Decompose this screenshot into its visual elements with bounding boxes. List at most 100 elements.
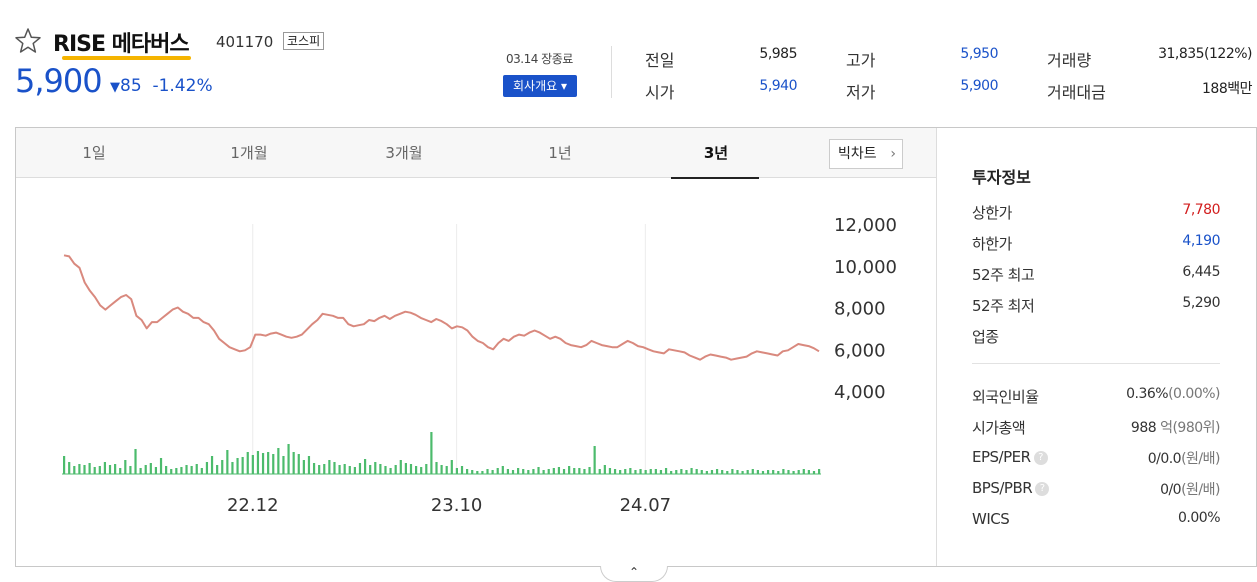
volume-bar	[680, 469, 683, 474]
volume-bar	[710, 470, 714, 474]
volume-bar	[445, 466, 448, 474]
volume-bar	[246, 452, 249, 474]
volume-bar	[511, 470, 515, 474]
volume-bar	[261, 453, 265, 474]
volume-bar	[256, 451, 260, 474]
volume-bar	[619, 470, 622, 474]
volume-bar	[629, 468, 632, 474]
wics-value: 0.00%	[1178, 510, 1220, 526]
volume-bar	[394, 465, 397, 474]
volume-bar	[639, 469, 642, 474]
bps-pbr-row: BPS/PBR? 0/0(원/배)	[972, 479, 1220, 501]
wics-label: WICS	[972, 510, 1010, 528]
volume-bar	[399, 460, 402, 474]
volume-bar	[124, 460, 127, 474]
help-icon[interactable]: ?	[1033, 450, 1048, 465]
volume-bar	[557, 467, 561, 474]
volume-bar	[425, 464, 428, 474]
volume-bar	[170, 469, 173, 474]
volume-bar	[812, 471, 816, 474]
volume-bar	[522, 469, 525, 474]
volume-bar	[435, 462, 438, 474]
eps-per-row: EPS/PER? 0/0.0(원/배)	[972, 448, 1220, 470]
volume-bar	[83, 465, 86, 474]
tab-3y[interactable]: 3년	[671, 128, 761, 179]
collapse-toggle[interactable]: ⌃	[600, 566, 668, 582]
low52-row: 52주 최저 5,290	[972, 295, 1220, 317]
help-icon[interactable]: ?	[1035, 481, 1050, 496]
volume-bar	[200, 468, 203, 474]
volume-bar	[272, 454, 275, 474]
bigchart-label: 빅차트	[838, 146, 877, 162]
market-cap-row: 시가총액 988 억(980위)	[972, 417, 1220, 439]
volume-bar	[134, 449, 137, 474]
volume-bar	[675, 470, 678, 474]
low52-value: 5,290	[1182, 295, 1220, 311]
volume-bar	[267, 452, 270, 474]
volume-bar	[506, 469, 510, 474]
upper-limit-row: 상한가 7,780	[972, 202, 1220, 224]
bigchart-button[interactable]: 빅차트 ›	[829, 139, 903, 169]
favorite-star-icon[interactable]	[14, 27, 42, 55]
volume-bar	[807, 470, 810, 474]
volume-bar	[241, 457, 244, 474]
volume-bar	[726, 471, 729, 474]
x-tick-label: 23.10	[431, 495, 483, 516]
market-cap-sub: 억(980위)	[1160, 420, 1220, 436]
volume-bar	[751, 469, 754, 474]
price-chart[interactable]: 22.12 23.10 24.07 12,000 10,000 8,000 6,000 4,0…	[16, 179, 936, 566]
volume-bar	[358, 463, 362, 474]
bps-pbr-value: 0/0	[1160, 482, 1182, 498]
volume-bar	[731, 469, 734, 474]
tab-3m[interactable]: 3개월	[385, 144, 423, 162]
volume-bar	[746, 470, 749, 474]
volume-bar	[527, 470, 530, 474]
volume-bar	[777, 471, 780, 474]
y-tick-label: 10,000	[834, 257, 897, 278]
market-cap-label: 시가총액	[972, 419, 1026, 437]
volume-bar	[353, 467, 356, 474]
volume-bar	[797, 470, 800, 474]
volume-bar	[608, 468, 612, 474]
divider	[936, 128, 937, 566]
volume-bar	[818, 469, 821, 474]
volume-bar	[226, 450, 229, 474]
volume-bar	[603, 465, 606, 474]
y-tick-label: 6,000	[834, 340, 886, 361]
amount-label: 거래대금	[1047, 83, 1106, 102]
volume-bar	[159, 458, 163, 474]
volume-bar	[333, 462, 336, 474]
volume-bar	[736, 470, 739, 474]
volume-bar	[573, 468, 576, 474]
volume-bar	[588, 467, 591, 474]
invest-title: 투자정보	[972, 168, 1031, 187]
stock-name-highlight	[62, 56, 191, 60]
low-label: 저가	[846, 83, 876, 102]
divider	[611, 46, 612, 98]
stock-name[interactable]: RISE 메타버스	[53, 32, 190, 57]
x-tick-label: 22.12	[227, 495, 279, 516]
tab-1m[interactable]: 1개월	[230, 144, 268, 162]
foreign-ratio-label: 외국인비율	[972, 388, 1039, 406]
volume-bar	[486, 469, 489, 474]
prev-close-value: 5,985	[759, 46, 797, 62]
volume-bar	[491, 470, 494, 474]
volume-bar	[695, 469, 698, 474]
industry-label: 업종	[972, 328, 999, 346]
volume-bar	[139, 468, 142, 474]
volume-bar	[715, 469, 719, 474]
volume-bar	[175, 468, 178, 474]
y-tick-label: 8,000	[834, 299, 886, 320]
eps-per-value: 0/0.0	[1147, 451, 1182, 467]
company-overview-button[interactable]: 회사개요 ▾	[503, 75, 577, 97]
volume-bar	[455, 468, 459, 474]
volume-bar	[338, 465, 341, 474]
lower-limit-value: 4,190	[1182, 233, 1220, 249]
high52-value: 6,445	[1182, 264, 1220, 280]
tab-1d[interactable]: 1일	[82, 144, 106, 162]
y-tick-label: 4,000	[834, 382, 886, 403]
tab-1y[interactable]: 1년	[548, 144, 572, 162]
chevron-up-icon: ⌃	[628, 565, 640, 579]
upper-limit-label: 상한가	[972, 204, 1012, 222]
volume-bar	[634, 470, 637, 474]
